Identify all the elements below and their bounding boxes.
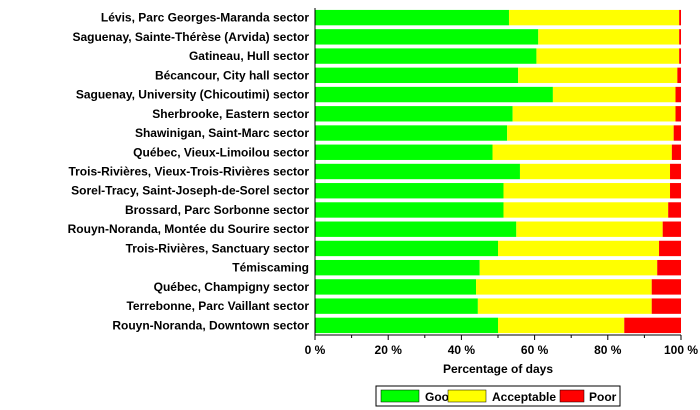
category-label: Rouyn-Noranda, Downtown sector: [112, 318, 309, 332]
bar-acceptable-14: [476, 279, 652, 295]
bar-good-13: [315, 259, 480, 276]
bar-poor-4: [675, 86, 681, 103]
bar-good-4: [315, 86, 553, 103]
bar-poor-10: [668, 202, 681, 218]
bar-good-9: [315, 183, 504, 199]
bar-poor-11: [662, 221, 681, 237]
bar-poor-9: [670, 183, 681, 199]
bar-acceptable-1: [538, 29, 680, 45]
bar-good-2: [315, 48, 537, 64]
x-tick-label: 80 %: [594, 343, 622, 357]
bar-acceptable-15: [477, 298, 652, 314]
bar-acceptable-3: [518, 67, 678, 84]
bar-good-3: [315, 67, 519, 84]
bar-acceptable-6: [507, 125, 674, 141]
bar-good-12: [315, 240, 498, 257]
x-tick-label: 60 %: [521, 343, 549, 357]
x-tick-label: 20 %: [375, 343, 403, 357]
bar-acceptable-2: [536, 48, 680, 64]
category-label: Bécancour, City hall sector: [155, 68, 309, 82]
bar-poor-7: [671, 144, 681, 160]
bar-good-16: [315, 317, 498, 334]
bar-acceptable-11: [516, 221, 663, 237]
bar-good-6: [315, 125, 508, 141]
bars-layer: [315, 9, 681, 334]
bar-poor-2: [679, 48, 681, 64]
legend-swatch-good: [380, 389, 420, 403]
category-label: Sorel-Tracy, Saint-Joseph-de-Sorel secto…: [71, 184, 309, 198]
bar-poor-13: [657, 259, 681, 276]
bar-good-15: [315, 298, 478, 314]
category-labels: Lévis, Parc Georges-Maranda sector Saguen…: [68, 11, 310, 333]
bar-good-0: [315, 9, 509, 26]
category-label: Trois-Rivières, Vieux-Trois-Rivières sec…: [68, 165, 309, 179]
category-label: Témiscaming: [232, 261, 309, 275]
bar-poor-14: [651, 279, 681, 295]
bar-good-8: [315, 163, 520, 180]
bar-poor-12: [659, 240, 681, 257]
legend-label-poor: Poor: [589, 390, 617, 404]
bar-poor-15: [651, 298, 681, 314]
bar-good-14: [315, 279, 477, 295]
bar-acceptable-13: [479, 259, 658, 276]
category-label: Trois-Rivières, Sanctuary sector: [126, 241, 310, 255]
category-label: Sherbrooke, Eastern sector: [152, 107, 309, 121]
category-label: Terrebonne, Parc Vaillant sector: [126, 299, 309, 313]
bar-good-10: [315, 202, 504, 218]
bar-poor-3: [677, 67, 681, 84]
legend-label-acceptable: Acceptable: [492, 390, 556, 404]
bar-good-7: [315, 144, 493, 160]
category-label: Saguenay, University (Chicoutimi) sector: [76, 88, 309, 102]
bar-poor-1: [679, 29, 681, 45]
bar-acceptable-5: [512, 106, 676, 122]
bar-poor-8: [670, 163, 681, 180]
bar-acceptable-8: [519, 163, 671, 180]
legend: Good Acceptable Poor: [375, 385, 621, 407]
bar-acceptable-10: [503, 202, 669, 218]
category-label: Brossard, Parc Sorbonne sector: [125, 203, 309, 217]
bar-acceptable-4: [552, 86, 676, 103]
bar-poor-16: [624, 317, 681, 334]
bar-acceptable-9: [503, 183, 671, 199]
legend-swatch-acceptable: [447, 389, 487, 403]
category-label: Québec, Champigny sector: [154, 280, 310, 294]
legend-box: [375, 385, 621, 407]
x-tick-label: 40 %: [448, 343, 476, 357]
x-tick-label: 100 %: [664, 343, 698, 357]
legend-swatch-poor: [559, 389, 585, 403]
category-label: Rouyn-Noranda, Montée du Sourire sector: [68, 222, 310, 236]
bar-poor-6: [673, 125, 681, 141]
bar-acceptable-12: [498, 240, 660, 257]
category-label: Shawinigan, Saint-Marc sector: [135, 126, 309, 140]
bar-good-1: [315, 29, 539, 45]
category-label: Saguenay, Sainte-Thérèse (Arvida) sector: [72, 30, 309, 44]
x-axis-title: Percentage of days: [443, 362, 553, 376]
category-label: Québec, Vieux-Limoilou sector: [133, 145, 309, 159]
bar-acceptable-7: [492, 144, 672, 160]
x-tick-label: 0 %: [305, 343, 326, 357]
axes-layer: 0 % 20 % 40 % 60 % 80 % 100 %: [305, 8, 698, 357]
category-label: Gatineau, Hull sector: [189, 49, 309, 63]
bar-poor-5: [675, 106, 681, 122]
bar-acceptable-16: [498, 317, 625, 334]
bar-good-11: [315, 221, 517, 237]
bar-good-5: [315, 106, 513, 122]
category-label: Lévis, Parc Georges-Maranda sector: [101, 11, 309, 25]
bar-acceptable-0: [508, 9, 680, 26]
bar-poor-0: [679, 9, 681, 26]
